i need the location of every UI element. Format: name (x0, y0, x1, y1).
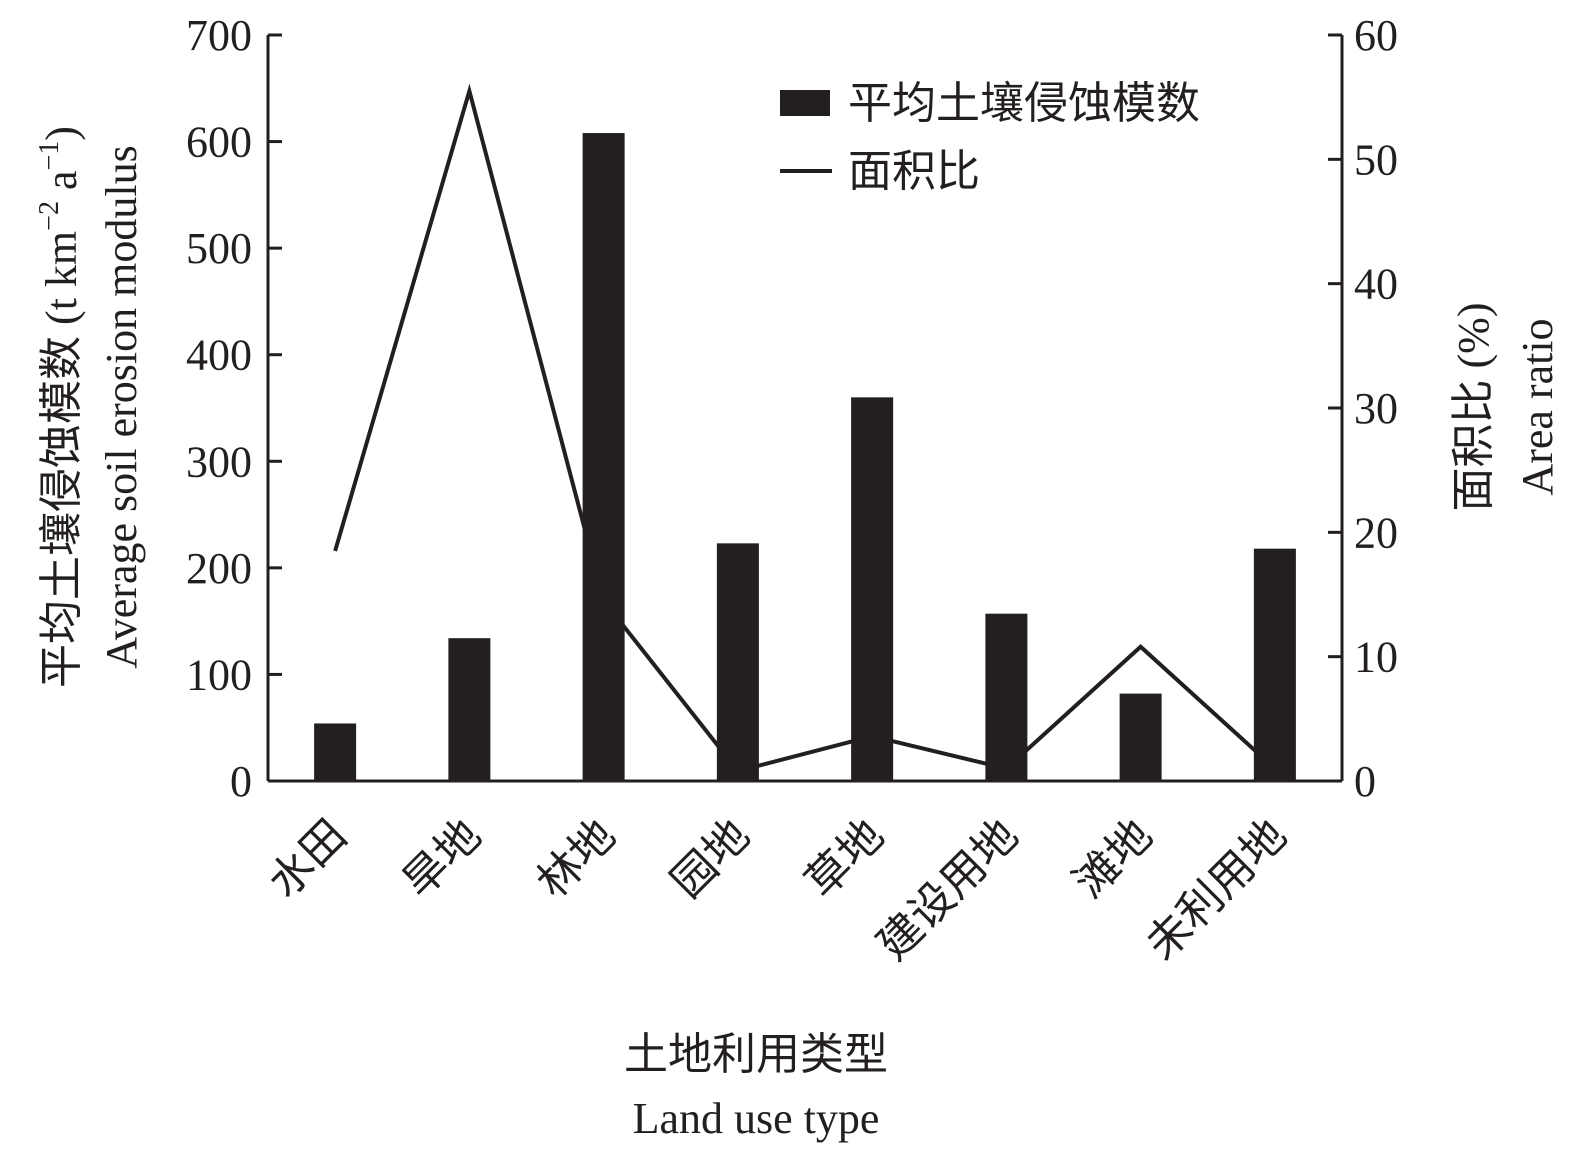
y-left-tick-label: 400 (186, 331, 252, 380)
y-axis-left-unit-exp2: −1 (34, 141, 65, 171)
x-tick-label: 建设用地 (868, 810, 1027, 969)
y-left-tick-label: 300 (186, 437, 252, 486)
x-tick-label: 滩地 (1065, 810, 1162, 907)
bar-series (314, 133, 1296, 781)
y-left-tick-label: 700 (186, 11, 252, 60)
y-left-tick-label: 0 (230, 757, 252, 806)
x-axis-title-cn: 土地利用类型 (624, 1030, 888, 1079)
y-right-tick-label: 50 (1354, 135, 1398, 184)
legend-bar-label: 平均土壤侵蚀模数 (848, 79, 1200, 128)
y-axis-right-title-cn: 面积比 (%) (1449, 303, 1498, 512)
y-axis-left-unit-suffix: ) (37, 126, 86, 141)
x-tick-label: 水田 (259, 810, 356, 907)
bar (985, 613, 1028, 781)
x-axis-title-en: Land use type (633, 1094, 880, 1143)
x-tick-label: 园地 (662, 810, 759, 907)
area-ratio-line (333, 83, 1277, 774)
y-axis-right-title-en: Area ratio (1513, 318, 1562, 495)
y-right-tick-label: 40 (1354, 260, 1398, 309)
y-axis-left-unit-mid: a (37, 171, 86, 202)
y-axis-left-title-en: Average soil erosion modulus (97, 145, 146, 668)
y-axis-left-unit-prefix: (t km (37, 231, 86, 325)
bar (448, 638, 491, 781)
x-tick-label: 未利用地 (1137, 810, 1296, 969)
y-left-tick-label: 500 (186, 224, 252, 273)
line-series (333, 83, 1277, 774)
y-left-tick-label: 600 (186, 118, 252, 167)
y-right-tick-label: 60 (1354, 11, 1398, 60)
bar (1253, 548, 1296, 781)
y-right-tick-label: 30 (1354, 384, 1398, 433)
x-tick-label: 林地 (528, 810, 625, 907)
y-right-tick-label: 0 (1354, 757, 1376, 806)
y-right-tick-label: 20 (1354, 508, 1398, 557)
bar (314, 723, 357, 781)
y-axis-left-title: 平均土壤侵蚀模数 (t km−2 a−1) (34, 126, 86, 688)
svg-text:平均土壤侵蚀模数 (t km−2 a−1): 平均土壤侵蚀模数 (t km−2 a−1) (34, 126, 86, 688)
bar (851, 397, 894, 781)
legend: 平均土壤侵蚀模数 面积比 (780, 79, 1200, 196)
tick-labels: 0 100 200 300 400 500 600 700 0 10 20 30 40 50 60 (186, 11, 1398, 806)
y-left-tick-label: 200 (186, 544, 252, 593)
y-right-tick-label: 10 (1354, 633, 1398, 682)
x-tick-label: 草地 (796, 810, 893, 907)
bar (1119, 693, 1162, 781)
legend-line-label: 面积比 (848, 147, 980, 196)
y-left-tick-label: 100 (186, 650, 252, 699)
y-axis-left-title-cn: 平均土壤侵蚀模数 (37, 336, 86, 688)
bar (582, 133, 625, 781)
y-axis-left-unit-exp1: −2 (34, 201, 65, 231)
x-tick-label: 旱地 (394, 810, 491, 907)
bar (716, 543, 759, 781)
axes (266, 33, 1344, 783)
legend-bar-swatch (780, 90, 830, 116)
